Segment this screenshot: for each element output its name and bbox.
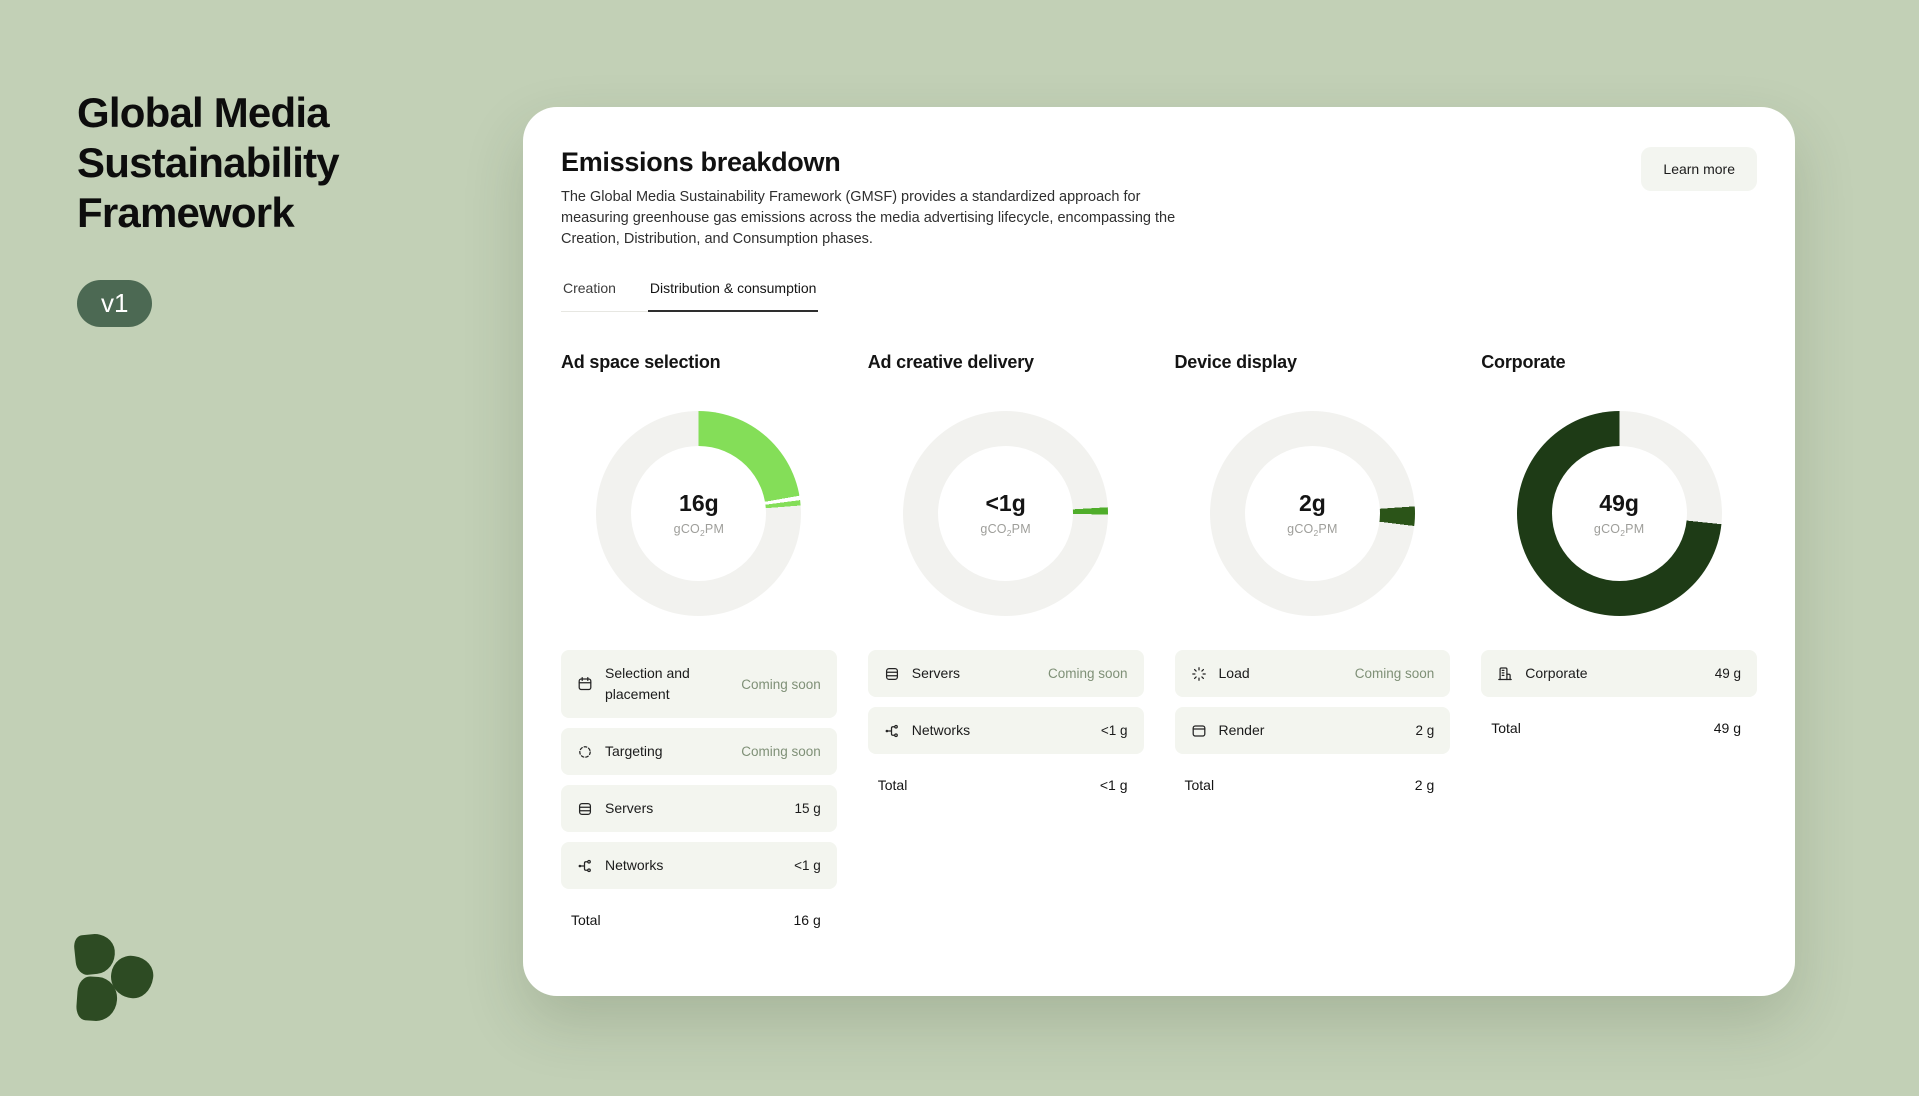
list-item-label: Render bbox=[1218, 722, 1265, 738]
total-row: Total 16 g bbox=[561, 899, 837, 928]
coming-soon-badge: Coming soon bbox=[1047, 666, 1128, 681]
network-icon bbox=[884, 723, 900, 739]
emission-value: 2 g bbox=[1415, 723, 1435, 738]
emissions-breakdown-card: Emissions breakdown The Global Media Sus… bbox=[523, 107, 1795, 996]
breakdown-list: Corporate 49 g bbox=[1481, 650, 1757, 697]
database-icon bbox=[577, 801, 593, 817]
list-item-label: Networks bbox=[605, 857, 664, 873]
column-title: Device display bbox=[1174, 352, 1297, 372]
donut-center-label: <1g gCO2PM bbox=[938, 446, 1074, 581]
calendar-icon bbox=[577, 676, 593, 692]
emissions-column: Ad creative delivery <1g gCO2PM Servers C… bbox=[867, 352, 1144, 928]
donut-unit: gCO2PM bbox=[1593, 521, 1645, 538]
tab-creation[interactable]: Creation bbox=[563, 280, 616, 296]
list-item-label: Networks bbox=[911, 722, 971, 738]
tab-bar: Creation Distribution & consumption bbox=[561, 276, 819, 312]
breakdown-list: Load Coming soon Render 2 g bbox=[1174, 650, 1451, 754]
total-row: Total <1 g bbox=[868, 764, 1144, 793]
emission-value: 49 g bbox=[1714, 666, 1741, 681]
list-item-label: Servers bbox=[911, 665, 960, 681]
list-item-label: Corporate bbox=[1525, 665, 1588, 681]
list-item: Networks <1 g bbox=[561, 842, 837, 889]
database-icon bbox=[884, 666, 900, 682]
list-item: Selection and placement Coming soon bbox=[561, 650, 837, 718]
donut-ring: <1g gCO2PM bbox=[903, 411, 1109, 616]
donut-center-label: 16g gCO2PM bbox=[631, 446, 767, 581]
total-row: Total 2 g bbox=[1175, 764, 1451, 793]
list-item: Servers Coming soon bbox=[867, 650, 1144, 697]
donut-center-label: 49g gCO2PM bbox=[1551, 446, 1687, 581]
loader-icon bbox=[1191, 666, 1207, 682]
donut-ring: 16g gCO2PM bbox=[596, 411, 802, 616]
brand-logo bbox=[73, 930, 171, 1023]
donut-ring: 49g gCO2PM bbox=[1516, 411, 1722, 616]
list-item-label: Load bbox=[1218, 665, 1250, 681]
list-item: Servers 15 g bbox=[561, 785, 837, 832]
list-item-label: Servers bbox=[605, 800, 654, 816]
breakdown-list: Servers Coming soon Networks <1 g bbox=[867, 650, 1144, 754]
list-item-label: Targeting bbox=[605, 743, 663, 759]
coming-soon-badge: Coming soon bbox=[741, 744, 821, 759]
tab-distribution-consumption[interactable]: Distribution & consumption bbox=[647, 276, 819, 312]
total-value: 2 g bbox=[1414, 777, 1435, 793]
list-item: Networks <1 g bbox=[867, 707, 1144, 754]
columns: Ad space selection 16g gCO2PM Selection … bbox=[561, 352, 1757, 928]
column-title: Ad creative delivery bbox=[867, 352, 1034, 372]
total-value: 49 g bbox=[1713, 720, 1741, 736]
coming-soon-badge: Coming soon bbox=[741, 676, 821, 692]
donut-unit: gCO2PM bbox=[980, 521, 1031, 538]
list-item: Targeting Coming soon bbox=[561, 728, 837, 775]
total-label: Total bbox=[1491, 720, 1521, 736]
card-title: Emissions breakdown bbox=[561, 147, 841, 177]
total-label: Total bbox=[571, 912, 601, 928]
emission-value: <1 g bbox=[1100, 723, 1128, 738]
card-description: The Global Media Sustainability Framewor… bbox=[561, 189, 1176, 247]
logo-blob bbox=[73, 932, 117, 976]
page-title: Global Media Sustainability Framework bbox=[77, 89, 340, 236]
list-item: Load Coming soon bbox=[1174, 650, 1451, 697]
card-header: Emissions breakdown The Global Media Sus… bbox=[561, 147, 1757, 250]
list-item: Corporate 49 g bbox=[1481, 650, 1757, 697]
column-title: Corporate bbox=[1481, 352, 1566, 372]
donut-value: 49g bbox=[1599, 489, 1639, 516]
version-badge: v1 bbox=[77, 280, 153, 327]
coming-soon-badge: Coming soon bbox=[1354, 666, 1435, 681]
breakdown-list: Selection and placement Coming soon Target… bbox=[561, 650, 837, 889]
donut-value: <1g bbox=[985, 489, 1026, 516]
donut-chart: 2g gCO2PM bbox=[1175, 411, 1451, 616]
total-value: <1 g bbox=[1099, 777, 1128, 793]
window-icon bbox=[1191, 723, 1207, 739]
donut-ring: 2g gCO2PM bbox=[1209, 411, 1415, 616]
emissions-column: Device display 2g gCO2PM Load Coming soon… bbox=[1174, 352, 1451, 928]
list-item: Render 2 g bbox=[1174, 707, 1451, 754]
card-header-text: Emissions breakdown The Global Media Sus… bbox=[561, 147, 1193, 250]
total-label: Total bbox=[1184, 777, 1215, 793]
donut-unit: gCO2PM bbox=[1287, 521, 1338, 538]
donut-value: 16g bbox=[679, 489, 719, 516]
target-icon bbox=[577, 744, 593, 760]
donut-center-label: 2g gCO2PM bbox=[1244, 446, 1380, 581]
total-value: 16 g bbox=[793, 912, 821, 928]
emissions-column: Ad space selection 16g gCO2PM Selection … bbox=[561, 352, 837, 928]
list-item-label: Selection and placement bbox=[605, 665, 690, 702]
column-title: Ad space selection bbox=[561, 352, 721, 372]
donut-chart: 16g gCO2PM bbox=[561, 411, 837, 616]
total-row: Total 49 g bbox=[1481, 707, 1757, 736]
emission-value: 15 g bbox=[794, 801, 821, 816]
donut-chart: 49g gCO2PM bbox=[1481, 411, 1757, 616]
network-icon bbox=[577, 858, 593, 874]
building-icon bbox=[1497, 666, 1513, 682]
donut-chart: <1g gCO2PM bbox=[868, 411, 1144, 616]
donut-value: 2g bbox=[1298, 489, 1326, 516]
donut-unit: gCO2PM bbox=[673, 521, 725, 538]
total-label: Total bbox=[877, 777, 908, 793]
emission-value: <1 g bbox=[794, 858, 821, 873]
learn-more-button[interactable]: Learn more bbox=[1641, 147, 1757, 191]
emissions-column: Corporate 49g gCO2PM Corporate 49 g Total… bbox=[1481, 352, 1757, 928]
left-panel: Global Media Sustainability Framework v1 bbox=[77, 88, 437, 327]
